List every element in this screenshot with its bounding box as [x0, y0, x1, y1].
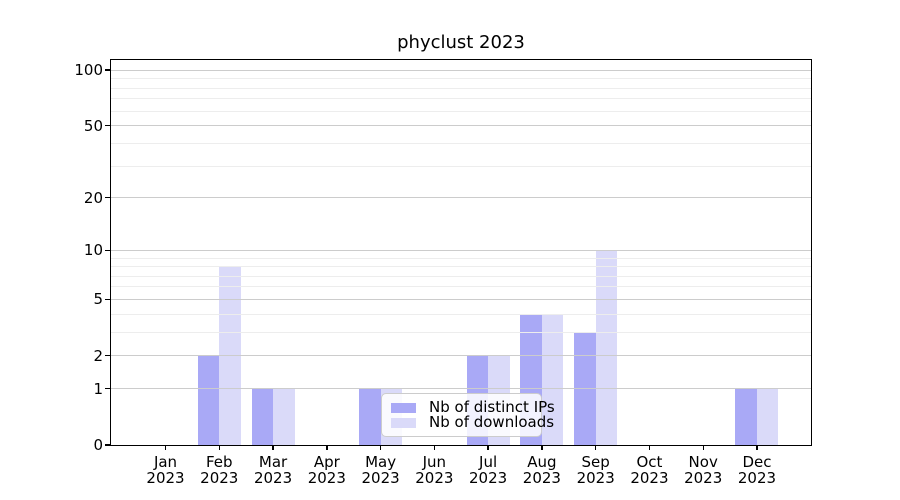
x-tick	[326, 445, 328, 450]
gridline-major	[111, 69, 811, 71]
y-tick	[105, 249, 111, 251]
gridline-minor	[111, 331, 811, 333]
legend: Nb of distinct IPs Nb of downloads	[381, 393, 555, 437]
y-tick	[105, 124, 111, 127]
x-tick-label: Aug 2023	[522, 453, 561, 487]
gridline-major	[111, 197, 811, 199]
y-tick	[105, 355, 111, 357]
bar-nb-of-downloads-aug-2023	[541, 314, 564, 445]
plot-area	[111, 60, 811, 445]
y-tick-label: 2	[93, 346, 103, 365]
y-tick-label: 50	[83, 116, 103, 135]
x-tick-label: Nov 2023	[684, 453, 723, 487]
bar-nb-of-distinct-ips-mar-2023	[251, 388, 274, 445]
x-tick	[648, 445, 651, 450]
bar-nb-of-distinct-ips-feb-2023	[197, 355, 220, 445]
x-tick	[594, 445, 597, 450]
legend-item-distinct-ips: Nb of distinct IPs	[391, 400, 555, 415]
gridline-minor	[111, 78, 811, 80]
x-tick	[164, 445, 167, 450]
bar-nb-of-downloads-sep-2023	[595, 250, 618, 445]
x-tick	[272, 445, 274, 450]
gridline-minor	[111, 98, 811, 100]
y-tick-label: 5	[93, 290, 103, 309]
y-tick-label: 0	[93, 436, 103, 454]
gridline-major	[111, 388, 811, 390]
x-tick-label: Jun 2023	[415, 453, 454, 487]
bar-nb-of-downloads-dec-2023	[756, 388, 779, 445]
x-tick-label: Sep 2023	[576, 453, 615, 487]
gridline-minor	[111, 257, 811, 259]
x-tick-label: Jan 2023	[146, 453, 185, 487]
legend-swatch-downloads	[391, 417, 416, 428]
bar-nb-of-downloads-mar-2023	[273, 388, 295, 445]
y-tick	[105, 388, 111, 390]
x-tick	[433, 445, 436, 450]
x-tick	[541, 445, 543, 450]
y-tick-label: 20	[83, 188, 103, 207]
bar-nb-of-distinct-ips-dec-2023	[735, 388, 757, 445]
gridline-minor	[111, 142, 811, 144]
bar-nb-of-distinct-ips-may-2023	[359, 388, 381, 445]
gridline-minor	[111, 87, 811, 89]
x-tick	[218, 445, 220, 450]
x-tick-label: Apr 2023	[307, 453, 346, 487]
x-tick-label: Oct 2023	[630, 453, 669, 487]
legend-label-downloads: Nb of downloads	[429, 413, 555, 431]
x-tick	[756, 445, 758, 450]
x-tick	[487, 445, 489, 450]
gridline-minor	[111, 275, 811, 277]
gridline-minor	[111, 110, 811, 112]
y-tick	[105, 197, 111, 199]
x-tick-label: Mar 2023	[253, 453, 293, 487]
gridline-major	[111, 355, 811, 357]
x-tick	[379, 445, 382, 450]
x-tick-label: May 2023	[361, 453, 400, 487]
gridline-minor	[111, 266, 811, 268]
gridline-minor	[111, 165, 811, 167]
gridline-major	[111, 298, 811, 301]
y-tick-label: 1	[93, 379, 103, 398]
gridline-minor	[111, 313, 811, 315]
x-tick-label: Feb 2023	[200, 453, 239, 487]
legend-label-distinct-ips: Nb of distinct IPs	[429, 398, 555, 416]
legend-swatch-distinct-ips	[391, 402, 416, 413]
gridline-minor	[111, 286, 811, 288]
y-tick	[105, 298, 111, 301]
x-tick	[702, 445, 704, 450]
y-tick	[105, 69, 111, 71]
gridline-major	[111, 125, 811, 127]
gridline-major	[111, 249, 811, 251]
y-tick-label: 100	[74, 61, 103, 80]
y-tick	[105, 444, 111, 446]
chart-title: phyclust 2023	[397, 32, 525, 53]
x-tick-label: Jul 2023	[469, 453, 508, 487]
legend-item-downloads: Nb of downloads	[391, 415, 554, 430]
y-tick-label: 10	[83, 241, 103, 260]
x-tick-label: Dec 2023	[737, 453, 777, 487]
